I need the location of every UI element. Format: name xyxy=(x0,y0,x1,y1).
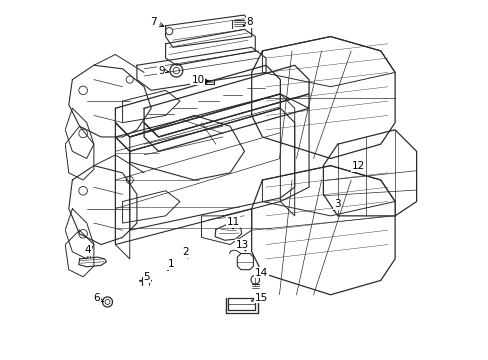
Text: 7: 7 xyxy=(149,17,163,27)
Text: 3: 3 xyxy=(333,199,340,211)
Text: 14: 14 xyxy=(255,267,268,278)
Text: 9: 9 xyxy=(158,66,168,76)
Text: 5: 5 xyxy=(143,272,150,283)
Text: 6: 6 xyxy=(93,293,103,303)
Text: 8: 8 xyxy=(243,17,253,27)
Text: 11: 11 xyxy=(226,217,239,229)
Text: 13: 13 xyxy=(236,239,249,251)
Text: 15: 15 xyxy=(251,293,268,303)
Text: 4: 4 xyxy=(84,245,91,256)
Text: 1: 1 xyxy=(167,259,174,271)
Text: 2: 2 xyxy=(182,247,188,258)
Text: 10: 10 xyxy=(191,75,208,85)
Text: 12: 12 xyxy=(351,161,365,173)
